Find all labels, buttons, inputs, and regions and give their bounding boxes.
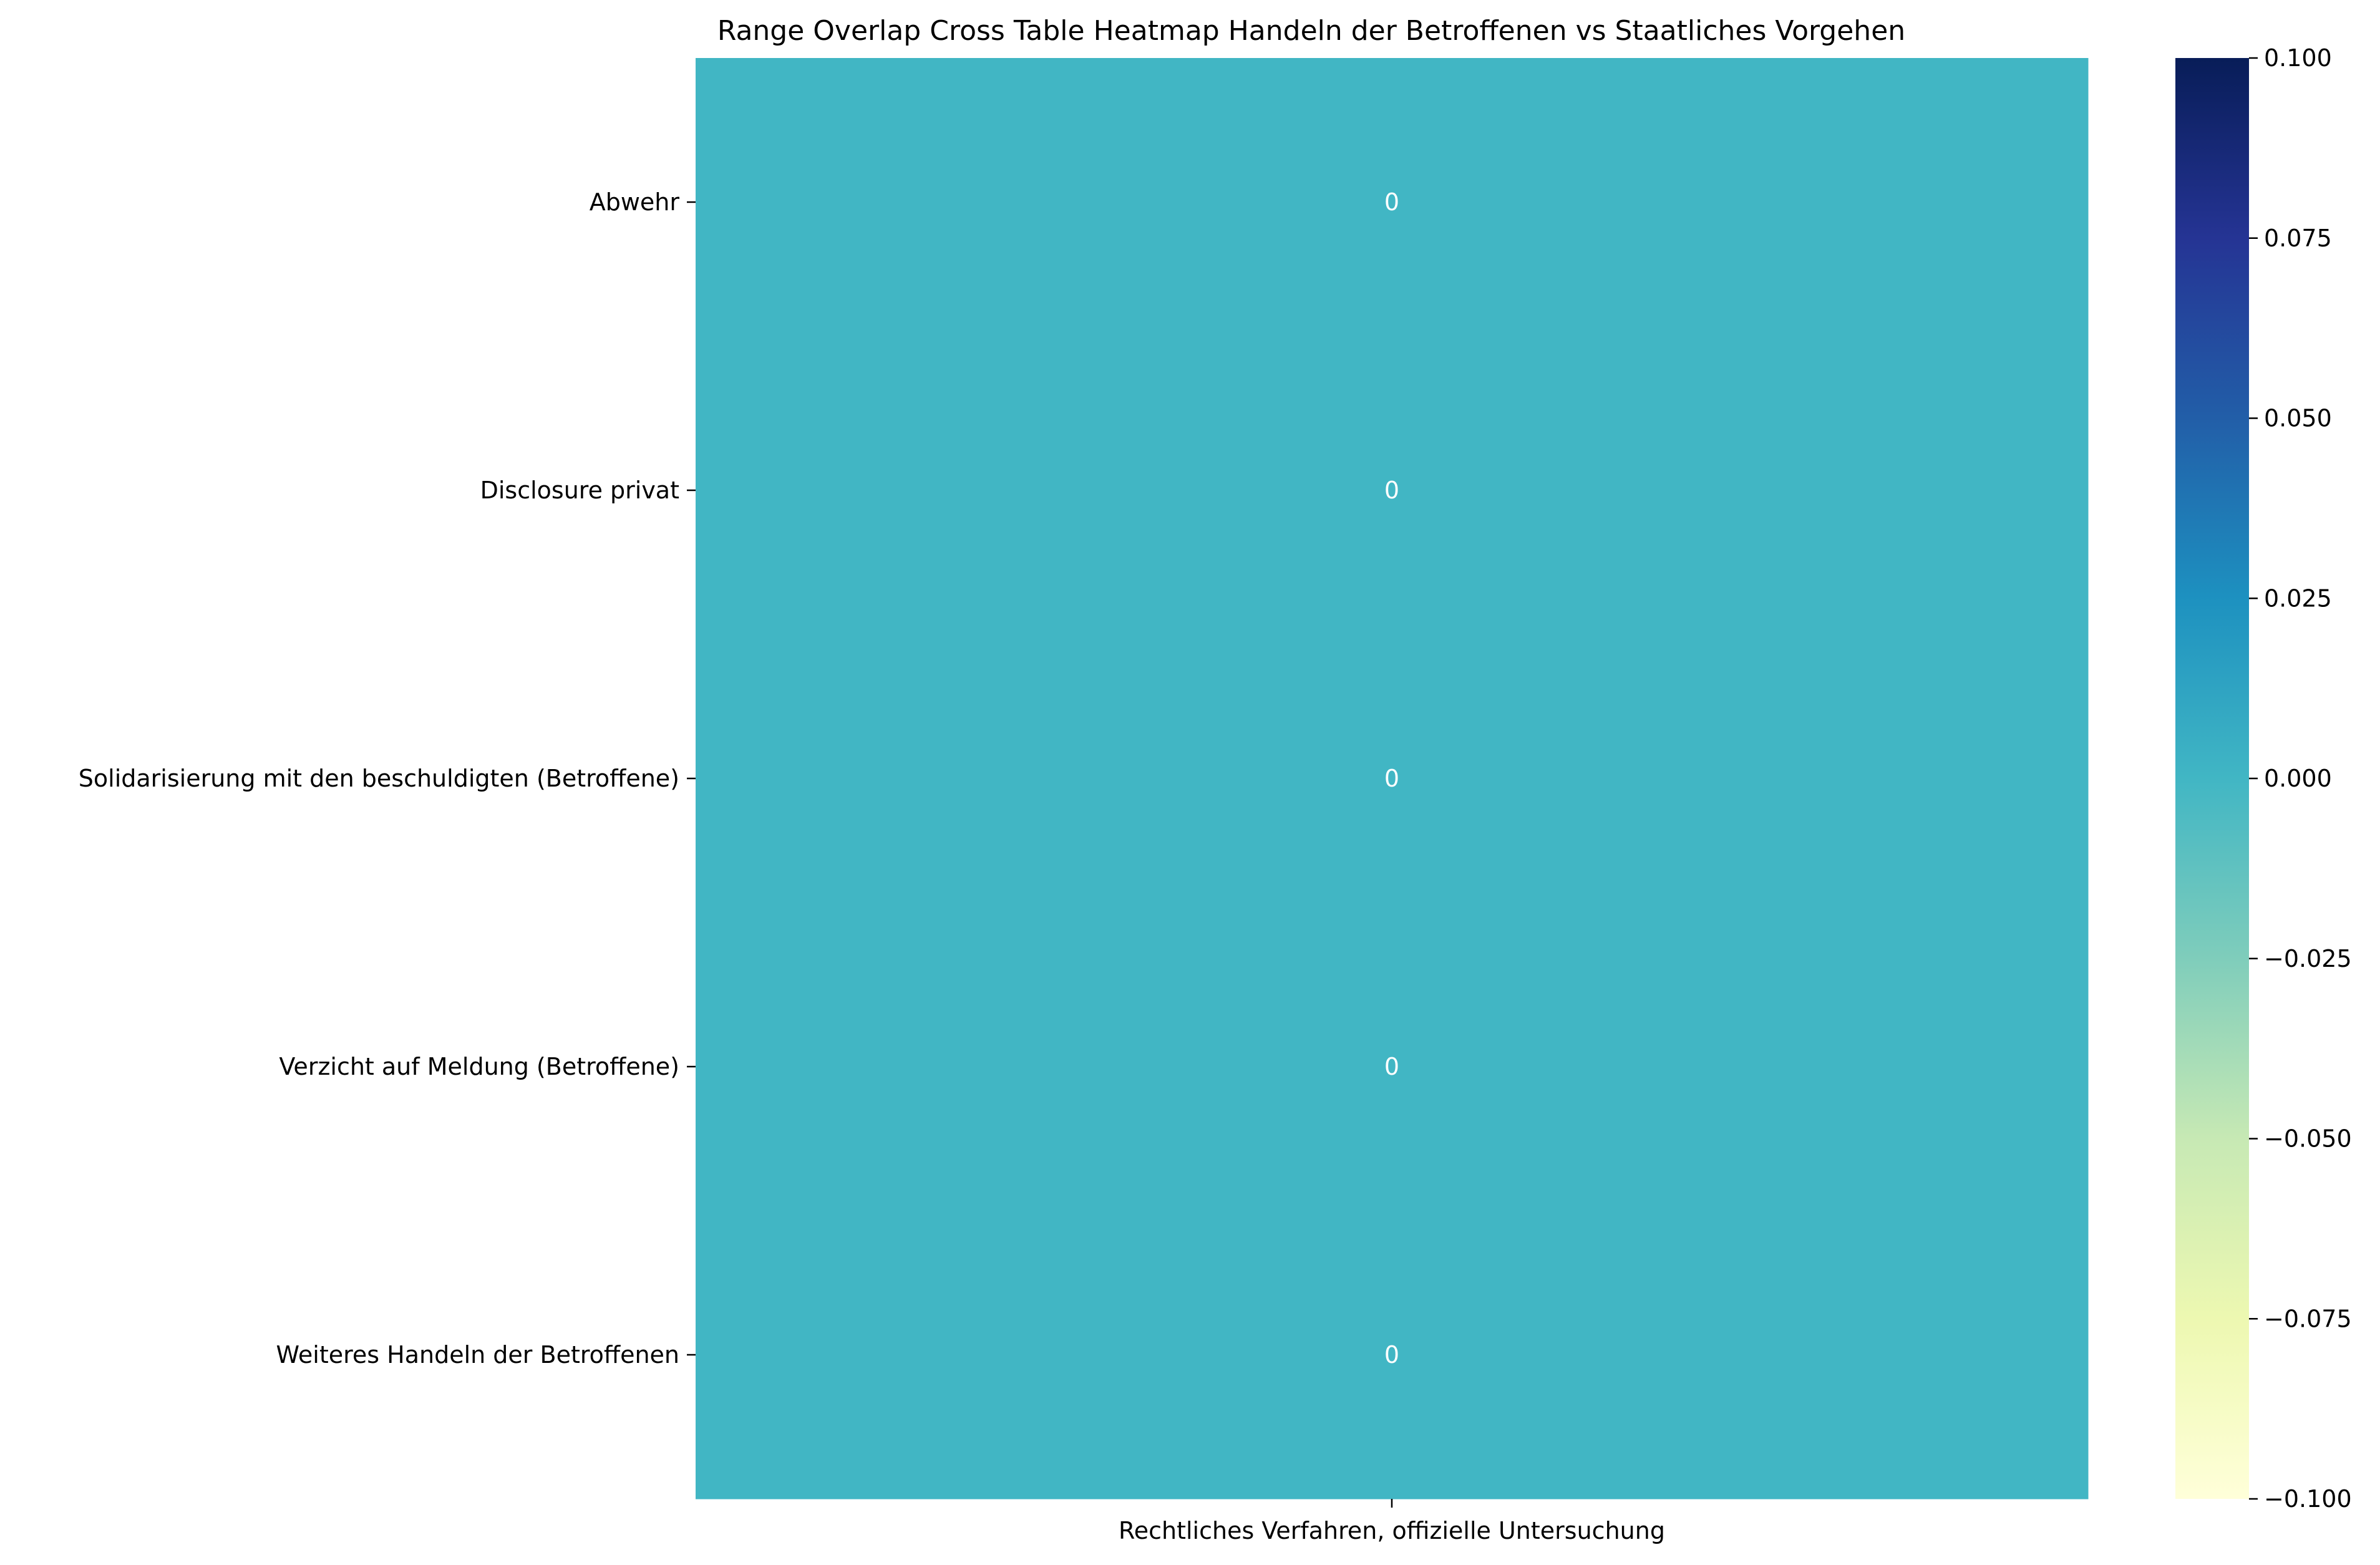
y-tick-label: Disclosure privat: [480, 477, 679, 504]
cell-annotation: 0: [1384, 765, 1399, 792]
chart-title: Range Overlap Cross Table Heatmap Handel…: [717, 15, 1905, 47]
colorbar-tick-label: 0.100: [2264, 44, 2332, 72]
heatmap-cell: [696, 1211, 2089, 1500]
colorbar-tick-label: 0.025: [2264, 584, 2332, 612]
y-tick-label: Verzicht auf Meldung (Betroffene): [279, 1053, 679, 1080]
cell-annotation: 0: [1384, 477, 1399, 504]
heatmap-cell: [696, 58, 2089, 347]
cell-annotation: 0: [1384, 1341, 1399, 1369]
heatmap-cell: [696, 346, 2089, 635]
colorbar-tick-label: −0.100: [2264, 1485, 2352, 1513]
cell-annotation: 0: [1384, 1053, 1399, 1080]
x-tick-label: Rechtliches Verfahren, offizielle Unters…: [1119, 1517, 1665, 1544]
y-tick-label: Abwehr: [590, 188, 680, 216]
colorbar-tick-label: −0.050: [2264, 1125, 2352, 1153]
colorbar-tick-label: 0.000: [2264, 765, 2332, 792]
colorbar-tick-label: −0.075: [2264, 1305, 2352, 1332]
heatmap-cell: [696, 923, 2089, 1211]
y-tick-label: Solidarisierung mit den beschuldigten (B…: [79, 765, 679, 792]
y-axis: Abwehr Disclosure privat Solidarisierung m…: [79, 188, 696, 1369]
x-axis: Rechtliches Verfahren, offizielle Unters…: [1119, 1499, 1665, 1544]
cell-annotation: 0: [1384, 188, 1399, 216]
heatmap-cell: [696, 634, 2089, 923]
colorbar-tick-label: 0.075: [2264, 225, 2332, 252]
colorbar-tick-label: 0.050: [2264, 405, 2332, 432]
y-tick-label: Weiteres Handeln der Betroffenen: [276, 1341, 679, 1369]
colorbar: −0.100 −0.075 −0.050 −0.025 0.000 0.025 0.050 0…: [2175, 44, 2352, 1513]
heatmap-cells: [696, 58, 2089, 1500]
colorbar-tick-label: −0.025: [2264, 945, 2352, 972]
colorbar-gradient: [2175, 58, 2249, 1499]
cell-annotations: 0 0 0 0 0: [1384, 188, 1399, 1369]
